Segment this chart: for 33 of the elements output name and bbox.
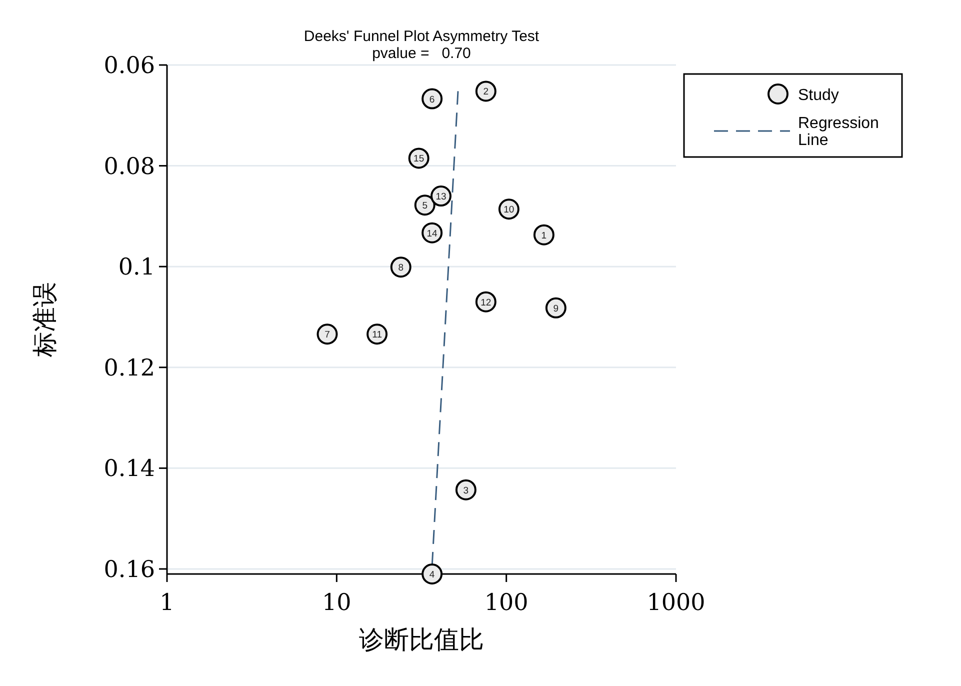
- ytick: 0.06: [104, 53, 155, 79]
- annotation: 7: [324, 330, 330, 341]
- legend-item: Regression Line: [714, 115, 879, 149]
- annotation: 3: [463, 485, 469, 496]
- annotation: 13: [436, 192, 446, 203]
- annotation: 11: [372, 330, 382, 341]
- annotation: 10: [504, 204, 514, 216]
- x-axis-title: 诊断比值比: [359, 625, 484, 654]
- x-tick-label: 1: [160, 590, 174, 616]
- annotation: 1: [541, 230, 547, 242]
- annotation: 12: [480, 297, 492, 308]
- ytick: 0.12: [104, 355, 155, 382]
- x-tick-label: 100: [484, 590, 528, 616]
- annotation: 9: [553, 303, 559, 314]
- x-tick-label: 1000: [646, 590, 706, 616]
- annotation: 5: [422, 200, 428, 212]
- ytick: 0.16: [104, 556, 155, 583]
- y-axis-title: 标准误: [30, 282, 59, 358]
- annotation: 8: [398, 262, 404, 274]
- ytick: 0.1: [118, 254, 155, 281]
- chart-title: Deeks' Funnel Plot Asymmetry Test: [304, 28, 540, 45]
- chart-subtitle: pvalue = 0.70: [372, 45, 471, 62]
- ytick: 0.08: [104, 154, 155, 180]
- annotation: 15: [414, 154, 424, 165]
- legend-label: Study: [798, 87, 839, 104]
- annotation: 14: [426, 228, 438, 240]
- x-tick-label: 10: [322, 590, 352, 616]
- legend-label: Regression Line: [798, 115, 879, 149]
- annotation: 2: [483, 86, 489, 98]
- ytick: 0.14: [104, 456, 155, 482]
- annotation: 4: [429, 570, 435, 580]
- legend-item: Study: [768, 84, 839, 104]
- annotation: 6: [429, 94, 435, 106]
